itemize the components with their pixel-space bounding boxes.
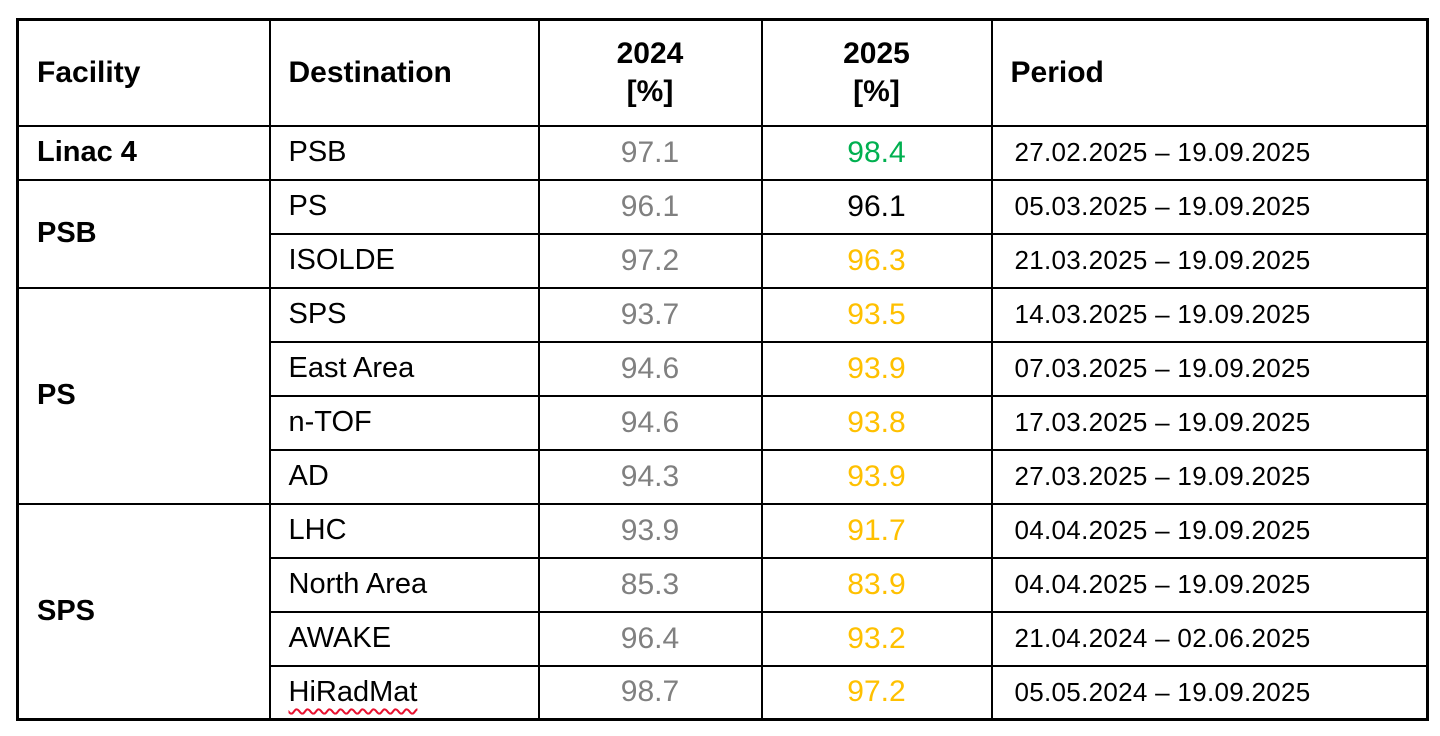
destination-cell: ISOLDE [268, 232, 540, 289]
destination-cell: HiRadMat [268, 664, 540, 721]
period-cell: 07.03.2025 – 19.09.2025 [990, 340, 1429, 397]
destination-cell: SPS [268, 286, 540, 343]
table-row-psb-ps: PSB PS 96.1 96.1 05.03.2025 – 19.09.2025 [16, 178, 1429, 289]
value-2025-cell: 97.2 [760, 664, 993, 721]
value-2024-cell: 85.3 [537, 556, 763, 613]
value-2024-cell: 94.6 [537, 394, 763, 451]
header-2024: 2024 [%] [537, 18, 763, 127]
value-2025-cell: 96.1 [760, 178, 993, 235]
table-row-ps-ntof: n-TOF 94.6 93.8 17.03.2025 – 19.09.2025 [18, 394, 1429, 451]
facility-cell-linac4: Linac 4 [16, 124, 271, 181]
value-2025-cell: 93.2 [760, 610, 993, 667]
header-2025-year: 2025 [843, 37, 910, 71]
period-cell: 04.04.2025 – 19.09.2025 [990, 502, 1429, 559]
value-2025-cell: 83.9 [760, 556, 993, 613]
value-2024-cell: 94.6 [537, 340, 763, 397]
period-cell: 21.04.2024 – 02.06.2025 [990, 610, 1429, 667]
period-cell: 04.04.2025 – 19.09.2025 [990, 556, 1429, 613]
table-header-row: Facility Destination 2024 [%] 2025 [%] P… [16, 18, 1429, 127]
table-row-linac4-psb: Linac 4 PSB 97.1 98.4 27.02.2025 – 19.09… [16, 124, 1429, 181]
period-cell: 27.03.2025 – 19.09.2025 [990, 448, 1429, 505]
period-cell: 14.03.2025 – 19.09.2025 [990, 286, 1429, 343]
table-row-ps-eastarea: East Area 94.6 93.9 07.03.2025 – 19.09.2… [18, 340, 1429, 397]
header-2025-unit: [%] [853, 74, 900, 108]
table-row-sps-lhc: SPS LHC 93.9 91.7 04.04.2025 – 19.09.202… [16, 502, 1429, 721]
table-row-sps-hiradmat: HiRadMat 98.7 97.2 05.05.2024 – 19.09.20… [18, 664, 1429, 721]
value-2024-cell: 96.1 [537, 178, 763, 235]
table-row-sps-awake: AWAKE 96.4 93.2 21.04.2024 – 02.06.2025 [18, 610, 1429, 667]
destination-cell: AWAKE [268, 610, 540, 667]
value-2024-cell: 97.2 [537, 232, 763, 289]
spellcheck-underlined-text: HiRadMat [288, 675, 418, 708]
value-2025-cell: 93.8 [760, 394, 993, 451]
period-cell: 21.03.2025 – 19.09.2025 [990, 232, 1429, 289]
destination-cell: PS [268, 178, 540, 235]
table-row-psb-isolde: ISOLDE 97.2 96.3 21.03.2025 – 19.09.2025 [18, 232, 1429, 289]
table-row-ps-ad: AD 94.3 93.9 27.03.2025 – 19.09.2025 [18, 448, 1429, 505]
value-2024-cell: 97.1 [537, 124, 763, 181]
header-facility: Facility [16, 18, 271, 127]
destination-cell: n-TOF [268, 394, 540, 451]
facility-cell-ps: PS [16, 286, 271, 505]
header-destination: Destination [268, 18, 540, 127]
value-2024-cell: 98.7 [537, 664, 763, 721]
table-row-sps-northarea: North Area 85.3 83.9 04.04.2025 – 19.09.… [18, 556, 1429, 613]
period-cell: 27.02.2025 – 19.09.2025 [990, 124, 1429, 181]
availability-table: Facility Destination 2024 [%] 2025 [%] P… [16, 18, 1429, 721]
facility-cell-psb: PSB [16, 178, 271, 289]
header-period: Period [990, 18, 1429, 127]
destination-cell: North Area [268, 556, 540, 613]
period-cell: 05.03.2025 – 19.09.2025 [990, 178, 1429, 235]
value-2025-cell: 96.3 [760, 232, 993, 289]
destination-cell: East Area [268, 340, 540, 397]
value-2024-cell: 93.9 [537, 502, 763, 559]
value-2024-cell: 93.7 [537, 286, 763, 343]
table-row-ps-sps: PS SPS 93.7 93.5 14.03.2025 – 19.09.2025 [16, 286, 1429, 505]
destination-cell: LHC [268, 502, 540, 559]
destination-cell: PSB [268, 124, 540, 181]
value-2025-cell: 93.9 [760, 340, 993, 397]
facility-cell-sps: SPS [16, 502, 271, 721]
value-2025-cell: 93.9 [760, 448, 993, 505]
destination-cell: AD [268, 448, 540, 505]
value-2025-cell: 91.7 [760, 502, 993, 559]
header-2024-unit: [%] [626, 74, 674, 108]
value-2024-cell: 96.4 [537, 610, 763, 667]
value-2024-cell: 94.3 [537, 448, 763, 505]
period-cell: 17.03.2025 – 19.09.2025 [990, 394, 1429, 451]
value-2025-cell: 93.5 [760, 286, 993, 343]
header-2025: 2025 [%] [760, 18, 993, 127]
value-2025-cell: 98.4 [760, 124, 993, 181]
header-2024-year: 2024 [616, 37, 684, 71]
period-cell: 05.05.2024 – 19.09.2025 [990, 664, 1429, 721]
